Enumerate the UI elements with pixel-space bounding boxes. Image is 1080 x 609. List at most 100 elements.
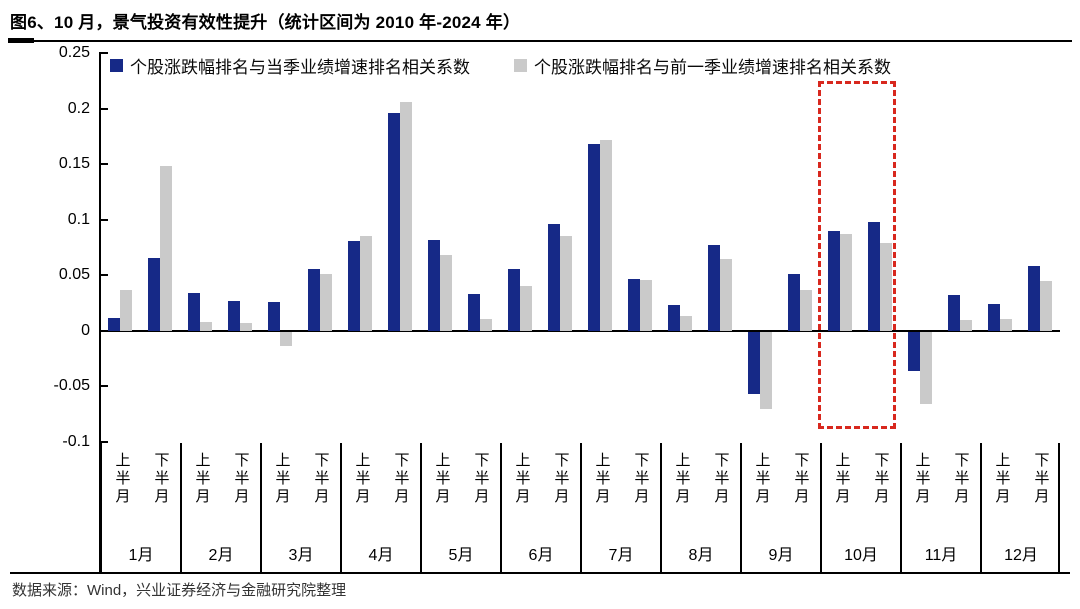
- y-axis-tick-label: 0.2: [67, 99, 90, 117]
- bar-previous-quarter: [520, 286, 532, 331]
- report-figure-page: 图6、10 月，景气投资有效性提升（统计区间为 2010 年-2024 年） 个…: [0, 8, 1080, 609]
- bar-previous-quarter: [1040, 280, 1052, 331]
- half-month-label: 上半月: [833, 452, 851, 506]
- bar-previous-quarter: [680, 316, 692, 331]
- half-month-label: 下半月: [792, 452, 810, 506]
- bar-previous-quarter: [480, 318, 492, 331]
- bar-current-quarter: [708, 245, 720, 331]
- half-month-label: 下半月: [952, 452, 970, 506]
- half-month-label: 上半月: [993, 452, 1011, 506]
- half-month-label: 下半月: [632, 452, 650, 506]
- bar-current-quarter: [388, 113, 400, 331]
- month-cell: 上半月 下半月 1月: [100, 443, 180, 572]
- bar-previous-quarter: [920, 331, 932, 405]
- month-cell: 上半月 下半月 4月: [340, 443, 420, 572]
- y-axis-tick: [99, 385, 108, 388]
- bar-current-quarter: [268, 301, 280, 331]
- half-month-label: 下半月: [392, 452, 410, 506]
- month-label: 11月: [924, 547, 958, 564]
- legend-swatch-current-quarter: [110, 59, 123, 72]
- y-axis-tick: [99, 441, 108, 443]
- y-axis-line: [99, 53, 101, 574]
- half-month-label: 上半月: [193, 452, 211, 506]
- bar-previous-quarter: [600, 139, 612, 331]
- half-month-label: 下半月: [872, 452, 890, 506]
- month-cell: 上半月 下半月 2月: [180, 443, 260, 572]
- bar-current-quarter: [148, 257, 160, 331]
- y-axis-tick-label: 0.25: [58, 44, 90, 61]
- half-month-label: 上半月: [113, 452, 131, 506]
- half-month-label: 上半月: [753, 452, 771, 506]
- bar-previous-quarter: [720, 258, 732, 331]
- month-label: 12月: [1004, 547, 1038, 564]
- y-axis-tick: [99, 218, 108, 221]
- bar-current-quarter: [108, 317, 120, 331]
- bar-current-quarter: [188, 293, 200, 331]
- bar-previous-quarter: [560, 236, 572, 331]
- y-axis-tick-label: 0: [81, 321, 90, 339]
- month-cell: 上半月 下半月 11月: [900, 443, 980, 572]
- month-cell: 上半月 下半月 12月: [980, 443, 1060, 572]
- legend-swatch-previous-quarter: [514, 59, 527, 72]
- legend-label-previous-quarter: 个股涨跌幅排名与前一季业绩增速排名相关系数: [534, 58, 891, 77]
- bar-previous-quarter: [440, 255, 452, 331]
- y-axis-tick-label: 0.15: [58, 155, 90, 173]
- half-month-label: 上半月: [433, 452, 451, 506]
- month-label: 10月: [844, 547, 878, 564]
- title-divider: [8, 38, 1072, 43]
- half-month-label: 上半月: [273, 452, 291, 506]
- bar-previous-quarter: [880, 243, 892, 331]
- bar-current-quarter: [908, 331, 920, 371]
- bar-previous-quarter: [240, 323, 252, 331]
- bar-current-quarter: [1028, 266, 1040, 331]
- month-label: 5月: [448, 547, 474, 564]
- month-label: 7月: [608, 547, 634, 564]
- month-label: 4月: [368, 547, 394, 564]
- correlation-bar-chart: 个股涨跌幅排名与当季业绩增速排名相关系数 个股涨跌幅排名与前一季业绩增速排名相关…: [10, 44, 1070, 574]
- chart-legend: 个股涨跌幅排名与当季业绩增速排名相关系数 个股涨跌幅排名与前一季业绩增速排名相关…: [110, 53, 891, 78]
- half-month-label: 下半月: [472, 452, 490, 506]
- half-month-label: 下半月: [232, 452, 250, 506]
- half-month-label: 下半月: [312, 452, 330, 506]
- y-axis-tick-label: -0.05: [53, 377, 90, 395]
- half-month-label: 下半月: [552, 452, 570, 506]
- month-cell: 上半月 下半月 5月: [420, 443, 500, 572]
- y-axis-tick: [99, 52, 108, 54]
- half-month-label: 下半月: [1032, 452, 1050, 506]
- bar-previous-quarter: [800, 289, 812, 331]
- bar-previous-quarter: [960, 319, 972, 331]
- y-axis-tick-label: 0.05: [58, 266, 90, 284]
- bar-current-quarter: [668, 305, 680, 331]
- legend-item-current-quarter: 个股涨跌幅排名与当季业绩增速排名相关系数: [110, 53, 470, 78]
- y-axis-tick: [99, 163, 108, 166]
- bar-current-quarter: [428, 239, 440, 331]
- bar-current-quarter: [308, 268, 320, 331]
- bar-current-quarter: [508, 268, 520, 331]
- bar-current-quarter: [948, 295, 960, 331]
- legend-item-previous-quarter: 个股涨跌幅排名与前一季业绩增速排名相关系数: [514, 53, 891, 78]
- y-axis-tick: [99, 274, 108, 277]
- bar-current-quarter: [468, 294, 480, 331]
- bar-previous-quarter: [120, 289, 132, 331]
- month-label: 3月: [288, 547, 314, 564]
- month-label: 9月: [768, 547, 794, 564]
- half-month-label: 上半月: [673, 452, 691, 506]
- bar-current-quarter: [548, 224, 560, 331]
- figure-title: 图6、10 月，景气投资有效性提升（统计区间为 2010 年-2024 年）: [10, 13, 521, 32]
- bar-current-quarter: [628, 278, 640, 331]
- bar-previous-quarter: [280, 331, 292, 347]
- bar-previous-quarter: [400, 101, 412, 331]
- half-month-label: 上半月: [913, 452, 931, 506]
- bar-current-quarter: [988, 304, 1000, 331]
- data-source: 数据来源：Wind，兴业证券经济与金融研究院整理: [12, 582, 347, 599]
- october-highlight-box: [818, 80, 896, 429]
- bar-current-quarter: [868, 221, 880, 331]
- bar-current-quarter: [748, 331, 760, 395]
- title-divider-accent: [8, 38, 34, 43]
- bar-previous-quarter: [320, 274, 332, 331]
- month-cell: 上半月 下半月 3月: [260, 443, 340, 572]
- half-month-label: 下半月: [152, 452, 170, 506]
- x-axis-month-table: 上半月 下半月 1月 上半月 下半月 2月 上半月 下半月 3月 上半月 下半月 4月 上半月 下半月 5月…: [100, 443, 1060, 572]
- half-month-label: 下半月: [712, 452, 730, 506]
- bar-current-quarter: [588, 144, 600, 331]
